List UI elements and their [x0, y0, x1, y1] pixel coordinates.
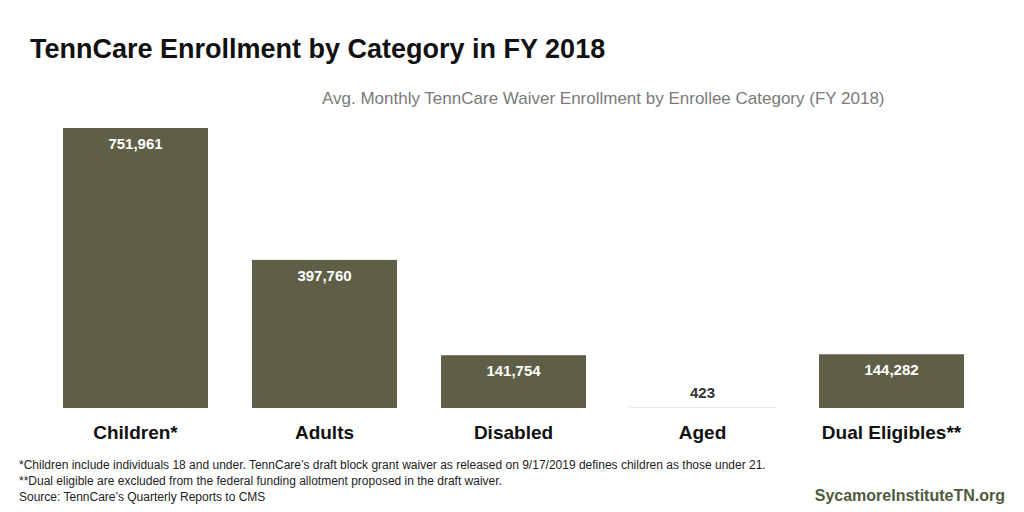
- bar: [441, 355, 586, 408]
- x-tick-label: Aged: [679, 422, 727, 443]
- data-label: 397,760: [297, 267, 351, 284]
- x-tick-label: Dual Eligibles**: [822, 422, 962, 443]
- x-tick-label: Adults: [295, 422, 354, 443]
- x-tick-label: Disabled: [474, 422, 553, 443]
- labels: 751,961 Children* 397,760 Adults 141,754 Disa…: [93, 135, 962, 443]
- title: TennCare Enrollment by Category in FY 20…: [30, 34, 605, 64]
- footnote: **Dual eligible are excluded from the fe…: [19, 474, 502, 488]
- data-label: 144,282: [864, 361, 918, 378]
- data-label: 751,961: [108, 135, 162, 152]
- footnote: Source: TennCare’s Quarterly Reports to …: [19, 490, 265, 504]
- data-label: 141,754: [486, 362, 541, 379]
- bar: [63, 128, 208, 408]
- footnote: *Children include individuals 18 and und…: [19, 458, 766, 472]
- subtitle: Avg. Monthly TennCare Waiver Enrollment …: [322, 89, 885, 108]
- bar: [630, 407, 775, 408]
- x-tick-label: Children*: [93, 422, 178, 443]
- bar: [252, 260, 397, 408]
- bar: [819, 354, 964, 408]
- credit: SycamoreInstituteTN.org: [815, 487, 1005, 504]
- data-label: 423: [690, 384, 715, 401]
- bars: [63, 128, 964, 408]
- chart: TennCare Enrollment by Category in FY 20…: [0, 0, 1024, 512]
